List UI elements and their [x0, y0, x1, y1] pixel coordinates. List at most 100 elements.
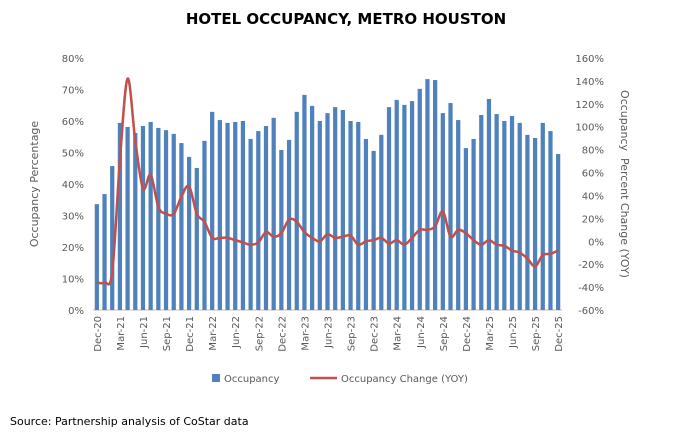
y-axis-label: Occupancy Percentage	[28, 121, 41, 248]
occupancy-bar	[371, 150, 376, 310]
occupancy-bar	[194, 167, 199, 310]
chart-title: HOTEL OCCUPANCY, METRO HOUSTON	[186, 10, 506, 28]
y2-tick-label: 140%	[575, 77, 604, 88]
occupancy-bar	[110, 166, 115, 310]
x-tick-label: Mar-23	[300, 316, 311, 351]
x-tick-label: Dec-22	[277, 316, 288, 352]
occupancy-bar	[463, 148, 469, 310]
occupancy-bar	[548, 131, 553, 310]
y-tick-label: 10%	[62, 275, 84, 286]
occupancy-bar	[102, 194, 107, 310]
occupancy-bar	[171, 133, 176, 310]
occupancy-bar	[386, 107, 392, 310]
occupancy-bar	[356, 121, 361, 310]
x-tick-label: Sep-21	[162, 316, 173, 351]
occupancy-bar	[271, 117, 276, 310]
y-tick-label: 70%	[62, 86, 84, 97]
occupancy-bar	[317, 121, 322, 310]
x-tick-label: Jun-22	[231, 316, 242, 349]
occupancy-bar	[256, 131, 261, 310]
occupancy-bar	[525, 134, 530, 310]
occupancy-bar	[363, 138, 369, 310]
y2-tick-label: 0%	[588, 237, 604, 248]
y-tick-label: 60%	[62, 117, 84, 128]
occupancy-bar	[556, 154, 561, 310]
occupancy-bar	[156, 127, 161, 311]
occupancy-bar	[302, 94, 307, 310]
occupancy-bar	[379, 134, 384, 310]
source-note: Source: Partnership analysis of CoStar d…	[10, 415, 249, 428]
occupancy-bar	[471, 138, 476, 310]
x-tick-label: Mar-24	[393, 316, 404, 351]
occupancy-bar	[409, 101, 415, 310]
occupancy-bar	[456, 120, 461, 311]
x-tick-label: Sep-22	[254, 316, 265, 351]
occupancy-bar	[248, 138, 253, 310]
occupancy-bar	[217, 120, 222, 311]
y2-tick-label: -20%	[578, 260, 604, 271]
legend: Occupancy Occupancy Change (YOY)	[212, 374, 468, 385]
x-tick-label: Sep-23	[347, 316, 358, 351]
occupancy-bar	[310, 105, 315, 310]
legend-swatch-occupancy	[212, 374, 220, 382]
y2-tick-label: 100%	[575, 123, 604, 134]
occupancy-bar	[179, 143, 184, 310]
x-tick-label: Dec-25	[554, 316, 565, 352]
occupancy-bar	[394, 99, 399, 311]
occupancy-bar	[148, 121, 153, 310]
y2-tick-label: -40%	[578, 283, 604, 294]
y2-tick-label: -60%	[578, 306, 604, 317]
x-tick-label: Sep-25	[531, 316, 542, 351]
occupancy-bar	[479, 115, 484, 310]
occupancy-bar	[94, 204, 99, 310]
y-tick-label: 30%	[62, 212, 84, 223]
occupancy-bar	[240, 121, 246, 310]
y2-tick-label: 60%	[582, 169, 604, 180]
y2-tick-label: 80%	[582, 146, 604, 157]
occupancy-bar	[325, 113, 330, 310]
yoy-line-series	[96, 77, 559, 286]
occupancy-bar	[340, 109, 345, 310]
y-axis-left: 0% 10% 20% 30% 40% 50% 60% 70% 80%	[62, 54, 84, 317]
y-tick-label: 40%	[62, 180, 84, 191]
y2-tick-label: 120%	[575, 100, 604, 111]
y-tick-label: 0%	[68, 306, 84, 317]
occupancy-bar	[532, 138, 538, 310]
legend-label-occupancy: Occupancy	[224, 374, 280, 385]
occupancy-bar	[279, 149, 284, 310]
occupancy-bar	[517, 122, 522, 310]
x-tick-label: Jun-25	[508, 316, 519, 349]
x-tick-label: Mar-22	[208, 316, 219, 351]
occupancy-bar	[402, 104, 407, 310]
bar-series	[94, 79, 561, 311]
x-axis: Dec-20 Mar-21 Jun-21 Sep-21 Dec-21 Mar-22 Jun-…	[93, 316, 565, 352]
occupancy-bar	[117, 122, 123, 310]
occupancy-bar	[186, 156, 192, 310]
x-tick-label: Dec-20	[93, 316, 104, 352]
occupancy-bar	[163, 130, 169, 310]
x-tick-label: Jun-23	[324, 316, 335, 349]
x-tick-label: Sep-24	[439, 316, 450, 351]
x-tick-label: Dec-24	[462, 316, 473, 352]
occupancy-bar	[210, 111, 215, 311]
x-tick-label: Jun-21	[139, 316, 150, 349]
occupancy-bar	[425, 79, 430, 310]
occupancy-bar	[294, 111, 299, 311]
occupancy-bar	[140, 126, 146, 310]
occupancy-bar	[509, 115, 515, 311]
y-axis-right: -60% -40% -20% 0% 20% 40% 60% 80% 100% 120% 140% 16…	[575, 54, 604, 317]
occupancy-bar	[202, 140, 207, 310]
y2-axis-label: Occupancy Percent Change (YOY)	[618, 90, 631, 278]
y2-tick-label: 160%	[575, 54, 604, 65]
occupancy-bar	[540, 122, 545, 310]
occupancy-bar	[433, 80, 438, 310]
occupancy-bar	[133, 132, 138, 310]
occupancy-bar	[225, 122, 230, 310]
occupancy-bar	[486, 98, 492, 310]
occupancy-bar	[263, 126, 269, 310]
occupancy-bar	[348, 121, 353, 310]
occupancy-bar	[417, 88, 422, 311]
occupancy-bar	[494, 114, 499, 310]
x-tick-label: Jun-24	[416, 316, 427, 349]
